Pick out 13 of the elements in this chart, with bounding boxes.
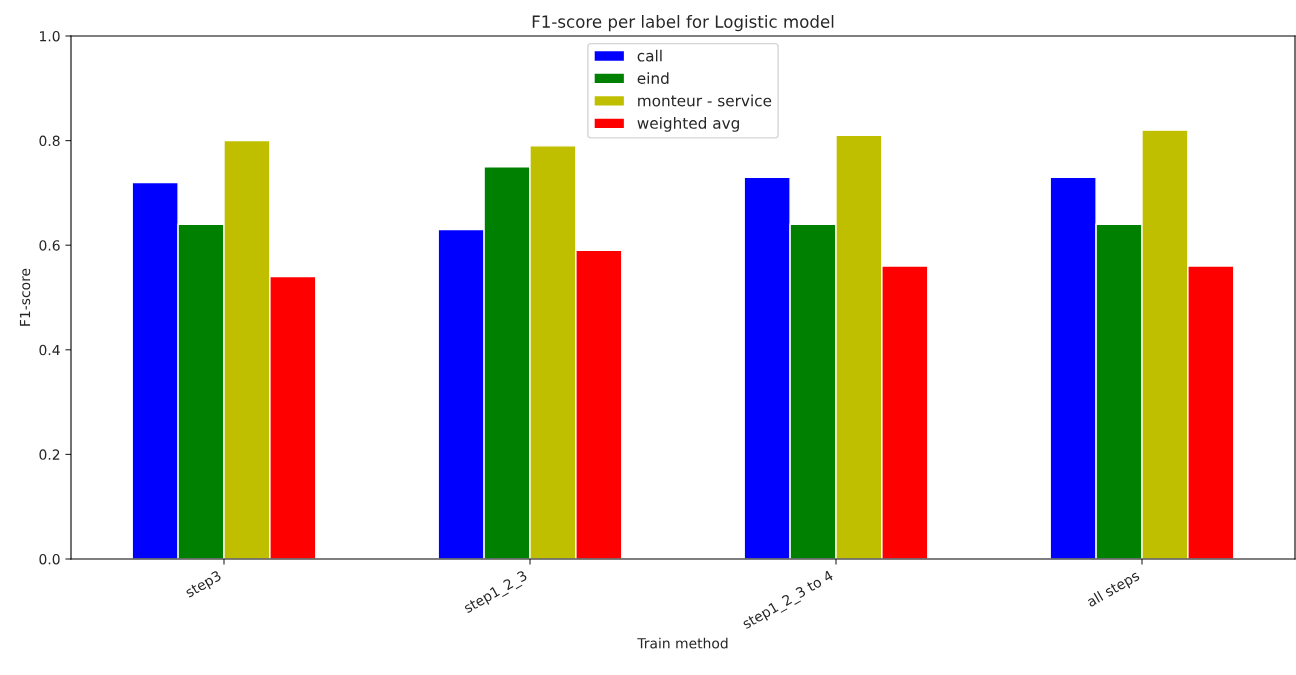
legend-label: call	[637, 49, 662, 62]
y-tick-label: 0.0	[39, 553, 60, 565]
x-axis-title: Train method	[637, 637, 728, 649]
chart-title: F1-score per label for Logistic model	[532, 15, 834, 32]
y-tick-label: 1.0	[40, 30, 60, 42]
legend-label: weighted avg	[637, 117, 739, 132]
legend-label: monteur - service	[638, 94, 772, 107]
y-tick-label: 0.8	[39, 135, 60, 147]
y-tick-label: 0.4	[39, 344, 60, 356]
y-axis-title: F1-score	[19, 268, 31, 326]
y-tick-label: 0.6	[39, 240, 60, 251]
y-tick-label: 0.2	[39, 449, 60, 460]
legend-label: eind	[637, 72, 669, 84]
